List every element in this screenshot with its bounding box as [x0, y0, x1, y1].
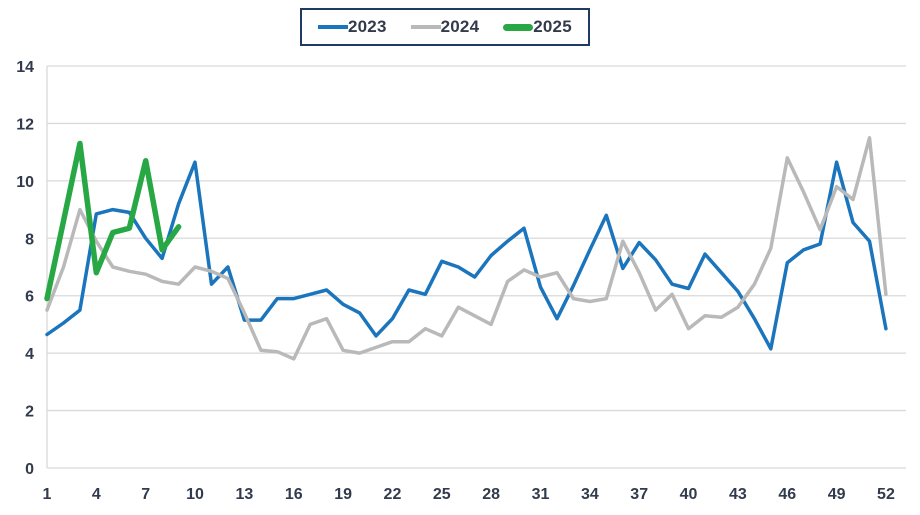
- legend-item-2023: 2023: [318, 17, 387, 37]
- x-tick-label: 40: [680, 486, 698, 503]
- y-tick-label: 10: [16, 174, 34, 191]
- y-tick-label: 12: [16, 116, 34, 133]
- x-tick-label: 37: [630, 486, 648, 503]
- legend-swatch-2025: [503, 23, 534, 31]
- x-tick-label: 16: [285, 486, 303, 503]
- x-tick-label: 10: [186, 486, 204, 503]
- series-line-2025: [44, 140, 182, 302]
- x-tick-label: 22: [384, 486, 402, 503]
- series-line-2024: [45, 136, 888, 361]
- y-tick-label: 14: [16, 59, 34, 76]
- x-tick-label: 19: [334, 486, 352, 503]
- legend-swatch-2024: [410, 25, 441, 29]
- x-tick-label: 1: [43, 486, 52, 503]
- y-tick-label: 4: [25, 346, 34, 363]
- y-tick-label: 0: [25, 461, 34, 478]
- legend-label-2025: 2025: [533, 17, 572, 36]
- x-tick-label: 52: [877, 486, 895, 503]
- y-tick-label: 6: [25, 289, 34, 306]
- x-tick-label: 49: [828, 486, 846, 503]
- x-tick-label: 4: [92, 486, 101, 503]
- x-tick-label: 34: [581, 486, 599, 503]
- y-tick-label: 2: [25, 404, 34, 421]
- y-tick-label: 8: [25, 231, 34, 248]
- legend-swatch-2023: [318, 25, 348, 29]
- x-tick-label: 43: [729, 486, 747, 503]
- x-tick-label: 28: [482, 486, 500, 503]
- x-tick-label: 7: [141, 486, 150, 503]
- x-tick-label: 13: [236, 486, 254, 503]
- series-line-2023: [45, 160, 888, 351]
- legend-item-2024: 2024: [410, 17, 480, 37]
- legend-label-2024: 2024: [440, 17, 480, 36]
- x-tick-label: 31: [532, 486, 550, 503]
- chart-legend: 2023 2024 2025: [300, 8, 590, 46]
- legend-label-2023: 2023: [348, 17, 387, 36]
- x-tick-label: 25: [433, 486, 451, 503]
- legend-item-2025: 2025: [503, 17, 572, 37]
- x-tick-label: 46: [778, 486, 796, 503]
